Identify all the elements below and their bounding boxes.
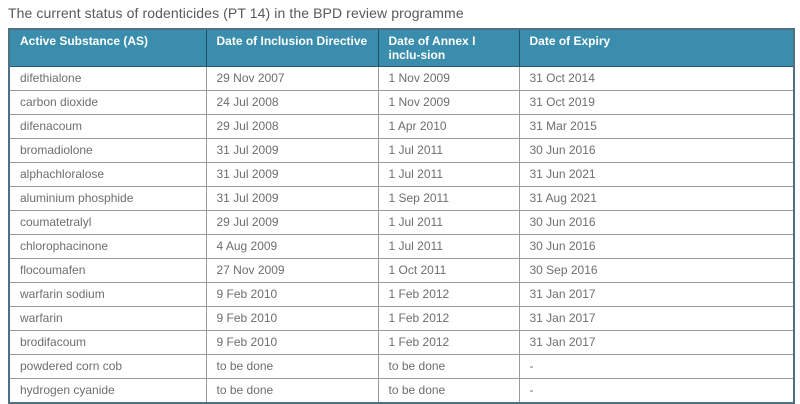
- cell-expiry: 31 Jan 2017: [519, 307, 794, 331]
- cell-inclusion-directive: to be done: [206, 379, 378, 404]
- col-header-inclusion-directive: Date of Inclusion Directive: [206, 29, 378, 67]
- cell-annex-inclusion: 1 Feb 2012: [378, 283, 519, 307]
- cell-inclusion-directive: 27 Nov 2009: [206, 259, 378, 283]
- cell-substance: brodifacoum: [9, 331, 206, 355]
- cell-annex-inclusion: 1 Jul 2011: [378, 139, 519, 163]
- page-title: The current status of rodenticides (PT 1…: [8, 5, 793, 22]
- cell-expiry: 31 Oct 2019: [519, 91, 794, 115]
- cell-inclusion-directive: to be done: [206, 355, 378, 379]
- table-row: powdered corn cob to be done to be done …: [9, 355, 794, 379]
- cell-expiry: 30 Sep 2016: [519, 259, 794, 283]
- cell-substance: flocoumafen: [9, 259, 206, 283]
- cell-inclusion-directive: 31 Jul 2009: [206, 163, 378, 187]
- cell-substance: carbon dioxide: [9, 91, 206, 115]
- cell-substance: warfarin sodium: [9, 283, 206, 307]
- table-row: difethialone 29 Nov 2007 1 Nov 2009 31 O…: [9, 67, 794, 91]
- table-row: warfarin sodium 9 Feb 2010 1 Feb 2012 31…: [9, 283, 794, 307]
- cell-expiry: 30 Jun 2016: [519, 211, 794, 235]
- cell-inclusion-directive: 29 Jul 2009: [206, 211, 378, 235]
- cell-expiry: 31 Jan 2017: [519, 331, 794, 355]
- table-body: difethialone 29 Nov 2007 1 Nov 2009 31 O…: [9, 67, 794, 404]
- cell-inclusion-directive: 4 Aug 2009: [206, 235, 378, 259]
- table-row: difenacoum 29 Jul 2008 1 Apr 2010 31 Mar…: [9, 115, 794, 139]
- cell-annex-inclusion: 1 Nov 2009: [378, 91, 519, 115]
- table-row: chlorophacinone 4 Aug 2009 1 Jul 2011 30…: [9, 235, 794, 259]
- table-row: brodifacoum 9 Feb 2010 1 Feb 2012 31 Jan…: [9, 331, 794, 355]
- cell-annex-inclusion: 1 Jul 2011: [378, 163, 519, 187]
- cell-substance: hydrogen cyanide: [9, 379, 206, 404]
- cell-expiry: -: [519, 355, 794, 379]
- cell-substance: aluminium phosphide: [9, 187, 206, 211]
- cell-inclusion-directive: 9 Feb 2010: [206, 283, 378, 307]
- cell-substance: difethialone: [9, 67, 206, 91]
- cell-inclusion-directive: 9 Feb 2010: [206, 331, 378, 355]
- cell-annex-inclusion: 1 Jul 2011: [378, 211, 519, 235]
- table-row: warfarin 9 Feb 2010 1 Feb 2012 31 Jan 20…: [9, 307, 794, 331]
- cell-expiry: 30 Jun 2016: [519, 235, 794, 259]
- cell-expiry: 31 Jan 2017: [519, 283, 794, 307]
- cell-expiry: 31 Oct 2014: [519, 67, 794, 91]
- cell-inclusion-directive: 31 Jul 2009: [206, 139, 378, 163]
- header-row: Active Substance (AS) Date of Inclusion …: [9, 29, 794, 67]
- col-header-annex-inclusion: Date of Annex I inclu-sion: [378, 29, 519, 67]
- cell-expiry: -: [519, 379, 794, 404]
- cell-annex-inclusion: to be done: [378, 379, 519, 404]
- page: The current status of rodenticides (PT 1…: [0, 0, 800, 401]
- cell-substance: chlorophacinone: [9, 235, 206, 259]
- table-row: alphachloralose 31 Jul 2009 1 Jul 2011 3…: [9, 163, 794, 187]
- cell-expiry: 31 Aug 2021: [519, 187, 794, 211]
- table-row: carbon dioxide 24 Jul 2008 1 Nov 2009 31…: [9, 91, 794, 115]
- cell-substance: alphachloralose: [9, 163, 206, 187]
- cell-annex-inclusion: 1 Nov 2009: [378, 67, 519, 91]
- cell-inclusion-directive: 29 Nov 2007: [206, 67, 378, 91]
- table-row: bromadiolone 31 Jul 2009 1 Jul 2011 30 J…: [9, 139, 794, 163]
- cell-annex-inclusion: 1 Oct 2011: [378, 259, 519, 283]
- cell-expiry: 30 Jun 2016: [519, 139, 794, 163]
- table-row: coumatetralyl 29 Jul 2009 1 Jul 2011 30 …: [9, 211, 794, 235]
- cell-inclusion-directive: 24 Jul 2008: [206, 91, 378, 115]
- cell-substance: warfarin: [9, 307, 206, 331]
- cell-expiry: 31 Mar 2015: [519, 115, 794, 139]
- cell-annex-inclusion: to be done: [378, 355, 519, 379]
- cell-substance: difenacoum: [9, 115, 206, 139]
- cell-annex-inclusion: 1 Jul 2011: [378, 235, 519, 259]
- cell-inclusion-directive: 9 Feb 2010: [206, 307, 378, 331]
- col-header-active-substance: Active Substance (AS): [9, 29, 206, 67]
- cell-inclusion-directive: 31 Jul 2009: [206, 187, 378, 211]
- table-row: aluminium phosphide 31 Jul 2009 1 Sep 20…: [9, 187, 794, 211]
- cell-annex-inclusion: 1 Feb 2012: [378, 331, 519, 355]
- cell-annex-inclusion: 1 Feb 2012: [378, 307, 519, 331]
- cell-substance: coumatetralyl: [9, 211, 206, 235]
- table-row: hydrogen cyanide to be done to be done -: [9, 379, 794, 404]
- rodenticides-status-table: Active Substance (AS) Date of Inclusion …: [8, 28, 795, 404]
- col-header-expiry: Date of Expiry: [519, 29, 794, 67]
- cell-inclusion-directive: 29 Jul 2008: [206, 115, 378, 139]
- cell-annex-inclusion: 1 Sep 2011: [378, 187, 519, 211]
- table-row: flocoumafen 27 Nov 2009 1 Oct 2011 30 Se…: [9, 259, 794, 283]
- cell-expiry: 31 Jun 2021: [519, 163, 794, 187]
- table-header: Active Substance (AS) Date of Inclusion …: [9, 29, 794, 67]
- cell-substance: bromadiolone: [9, 139, 206, 163]
- cell-substance: powdered corn cob: [9, 355, 206, 379]
- cell-annex-inclusion: 1 Apr 2010: [378, 115, 519, 139]
